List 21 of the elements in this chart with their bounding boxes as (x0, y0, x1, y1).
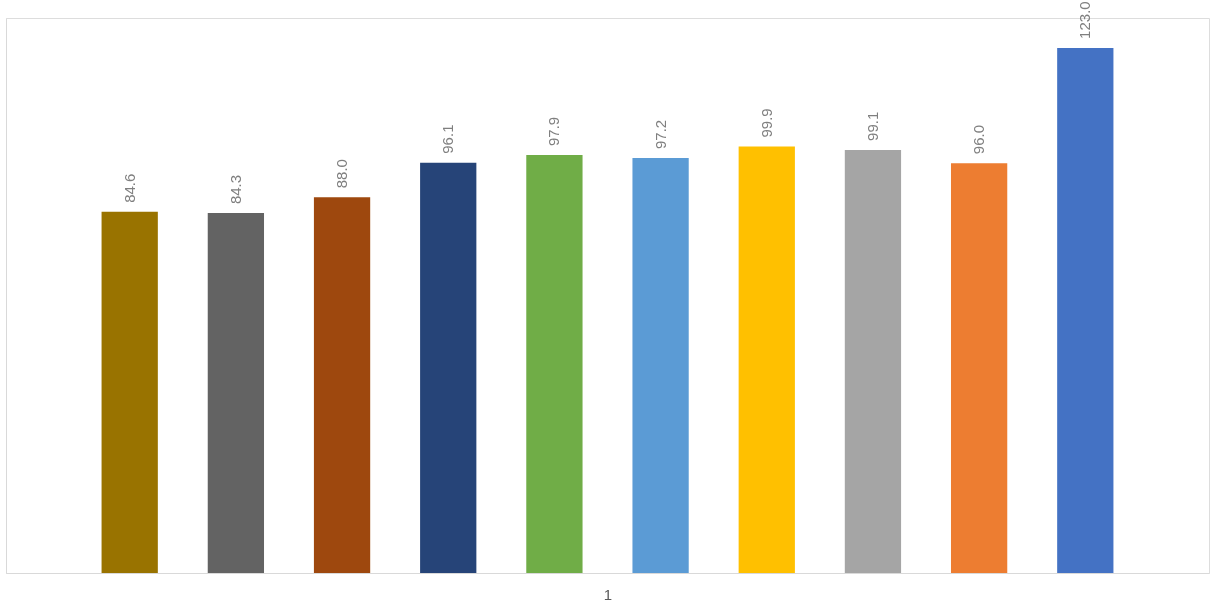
data-label: 84.3 (226, 174, 244, 205)
bar (632, 158, 689, 573)
data-label: 96.0 (970, 124, 988, 155)
data-label: 123.0 (1076, 1, 1094, 39)
bar (526, 155, 583, 573)
data-label: 88.0 (333, 159, 351, 189)
data-label: 96.1 (439, 124, 457, 154)
data-label: 99.9 (757, 108, 775, 138)
bar (738, 146, 795, 573)
bar (313, 197, 371, 573)
bar (207, 213, 265, 573)
bar (420, 162, 477, 573)
data-label: 97.9 (545, 116, 563, 147)
data-label: 84.6 (120, 173, 138, 203)
bar (1057, 47, 1114, 573)
x-axis-title: 1 (603, 585, 613, 603)
data-label: 97.2 (651, 119, 669, 150)
data-label: 99.1 (863, 111, 881, 141)
bar (101, 211, 158, 573)
bar (950, 163, 1008, 573)
bar (844, 149, 902, 573)
